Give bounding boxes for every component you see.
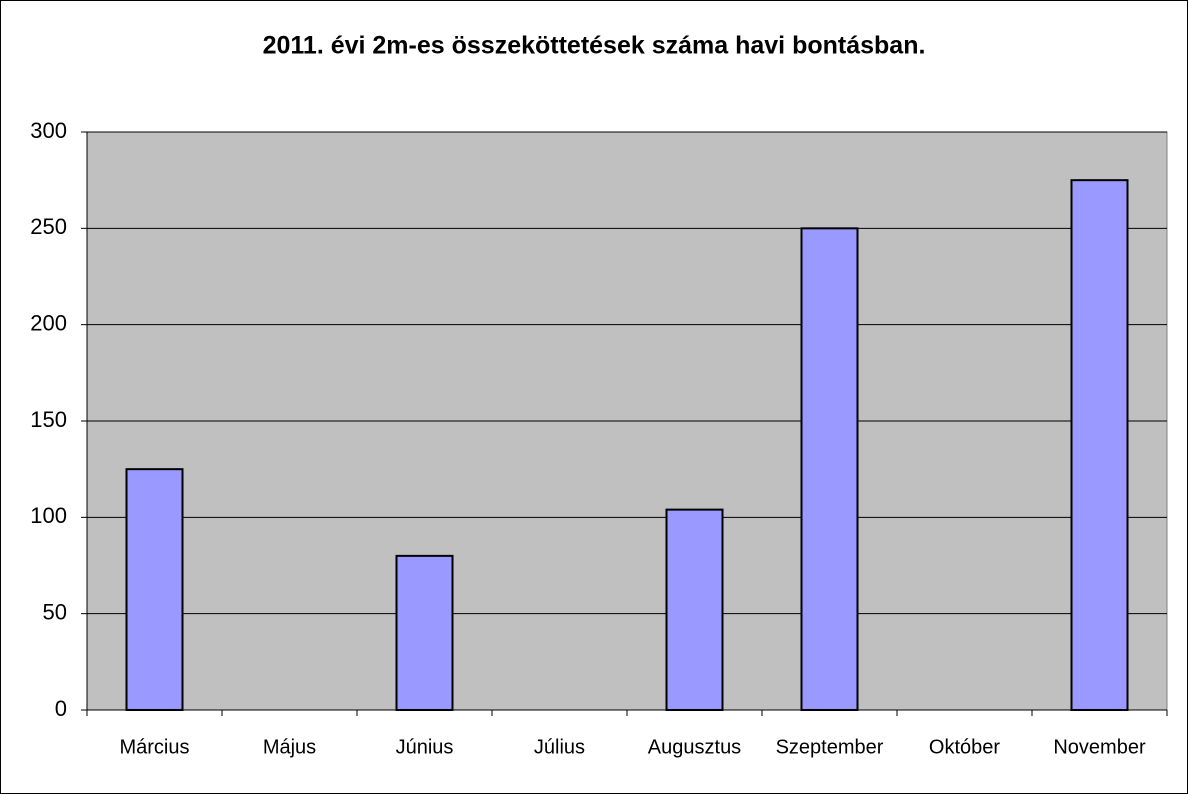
bar <box>125 468 184 711</box>
y-tick-label: 50 <box>43 599 67 624</box>
bar <box>800 227 859 711</box>
y-tick-label: 100 <box>30 503 67 528</box>
y-tick-label: 0 <box>55 696 67 721</box>
y-tick-label: 200 <box>30 310 67 335</box>
x-tick-label: November <box>1053 736 1146 758</box>
y-tick-label: 250 <box>30 214 67 239</box>
y-tick-label: 300 <box>30 118 67 143</box>
x-tick-label: Augusztus <box>648 736 741 758</box>
x-tick-label: Október <box>929 736 1000 758</box>
bar <box>1070 179 1129 711</box>
chart-title: 2011. évi 2m-es összeköttetések száma ha… <box>263 32 926 60</box>
x-tick-label: Március <box>119 736 189 758</box>
bar <box>665 508 724 712</box>
x-tick-label: Július <box>534 736 585 758</box>
x-tick-label: Június <box>396 736 454 758</box>
bar <box>395 554 454 711</box>
y-tick-label: 150 <box>30 407 67 432</box>
x-tick-label: Szeptember <box>776 736 884 758</box>
x-tick-label: Május <box>263 736 316 758</box>
